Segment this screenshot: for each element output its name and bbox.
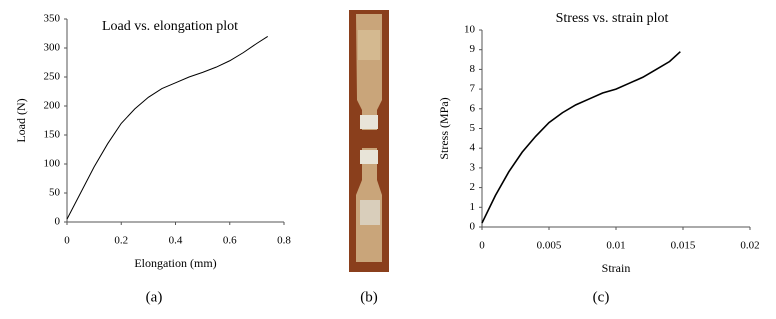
y-tick-label: 200 <box>44 100 61 112</box>
caption: (c) <box>593 289 610 305</box>
caption: (a) <box>146 289 163 305</box>
x-axis-label: Elongation (mm) <box>134 256 216 270</box>
chart-title: Load vs. elongation plot <box>102 19 238 34</box>
y-tick-label: 1 <box>470 201 476 213</box>
y-tick-label: 5 <box>470 122 476 134</box>
y-tick-label: 6 <box>470 102 476 114</box>
y-tick-label: 8 <box>470 63 476 75</box>
y-tick-label: 4 <box>470 142 476 154</box>
y-tick-label: 150 <box>44 129 61 141</box>
caption: (b) <box>360 289 378 305</box>
x-tick-label: 0.015 <box>671 240 696 252</box>
y-tick-label: 9 <box>470 43 476 55</box>
data-line <box>66 35 268 220</box>
x-tick-label: 0.005 <box>537 240 562 252</box>
y-axis-label: Stress (MPa) <box>437 97 451 159</box>
chart-title: Stress vs. strain plot <box>556 11 669 26</box>
x-tick-label: 0.02 <box>740 240 759 252</box>
x-axis-label: Strain <box>602 261 631 275</box>
data-line <box>481 51 681 224</box>
y-tick-label: 3 <box>470 161 476 173</box>
x-tick-label: 0.01 <box>606 240 625 252</box>
x-tick-label: 0 <box>64 235 70 247</box>
y-tick-label: 7 <box>470 83 476 95</box>
y-tick-label: 2 <box>470 181 476 193</box>
y-tick-label: 0 <box>470 221 476 233</box>
y-tick-label: 250 <box>44 71 61 83</box>
x-tick-label: 0.6 <box>223 235 237 247</box>
specimen-photo <box>349 10 389 272</box>
x-tick-label: 0.4 <box>169 235 183 247</box>
x-tick-label: 0 <box>479 240 485 252</box>
x-tick-label: 0.2 <box>114 235 128 247</box>
y-tick-label: 100 <box>44 158 61 170</box>
y-tick-label: 0 <box>55 216 61 228</box>
y-tick-label: 300 <box>44 42 61 54</box>
x-tick-label: 0.8 <box>277 235 291 247</box>
y-tick-label: 10 <box>464 24 476 36</box>
y-tick-label: 50 <box>49 187 61 199</box>
y-tick-label: 350 <box>44 13 61 25</box>
y-axis-label: Load (N) <box>14 98 28 142</box>
